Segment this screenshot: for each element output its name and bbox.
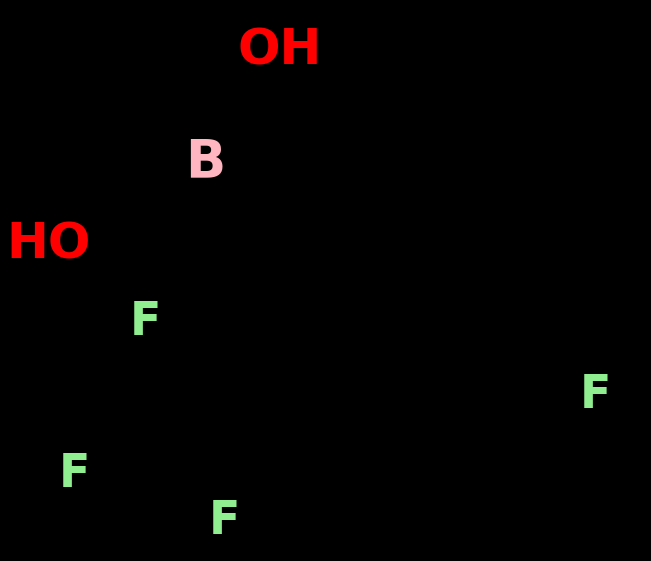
Text: F: F	[579, 373, 611, 418]
Text: B: B	[186, 137, 226, 188]
Text: HO: HO	[7, 220, 91, 268]
Text: F: F	[59, 452, 90, 496]
Text: OH: OH	[238, 26, 322, 75]
Text: F: F	[208, 499, 240, 544]
Text: F: F	[130, 300, 161, 345]
